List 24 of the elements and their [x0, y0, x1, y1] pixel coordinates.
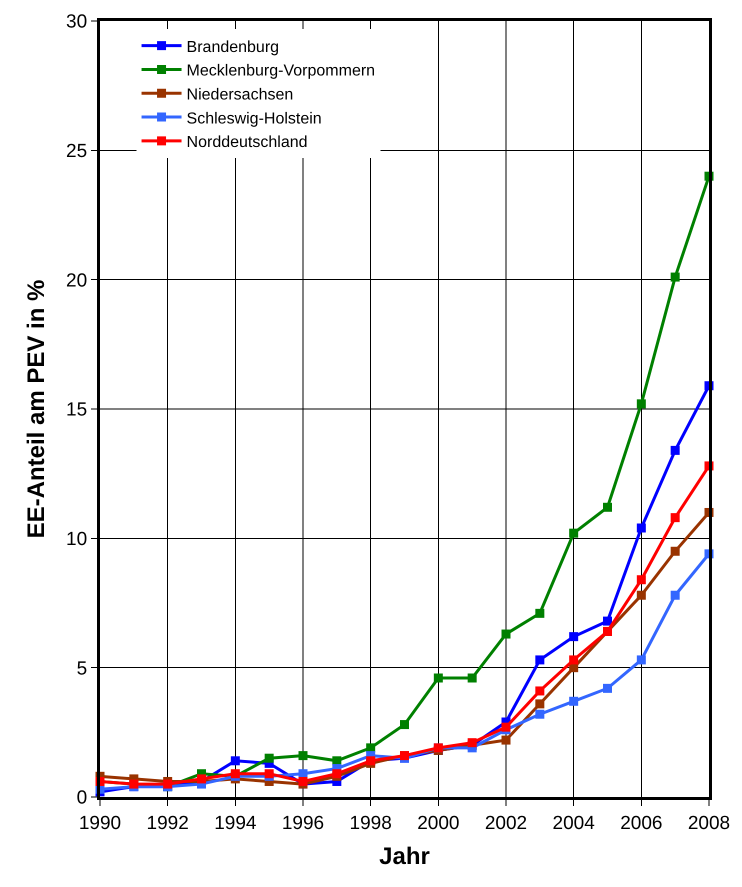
y-tick-label: 20	[66, 270, 88, 292]
x-tick-label: 1998	[350, 812, 392, 834]
y-tick-label: 5	[76, 658, 88, 680]
legend-label: Schleswig-Holstein	[186, 110, 322, 128]
x-tick-label: 2008	[688, 812, 730, 834]
legend-label: Mecklenburg-Vorpommern	[186, 62, 376, 80]
legend-label: Brandenburg	[186, 38, 280, 56]
x-tick-label: 1994	[214, 812, 257, 834]
y-axis-title: EE-Anteil am PEV in %	[23, 280, 50, 538]
x-tick-label: 1996	[282, 812, 324, 834]
x-tick-label: 2004	[552, 812, 596, 834]
x-tick-label: 2006	[620, 812, 662, 834]
x-tick-label: 2000	[417, 812, 460, 834]
legend-label: Norddeutschland	[186, 134, 308, 152]
y-tick-label: 0	[76, 788, 88, 809]
legend-label: Niedersachsen	[186, 86, 294, 104]
y-tick-label: 10	[66, 528, 88, 550]
y-tick-label: 30	[66, 12, 88, 33]
x-tick-label: 1992	[146, 812, 189, 834]
y-tick-label: 15	[66, 400, 88, 421]
x-tick-label: 2002	[484, 812, 528, 834]
y-tick-label: 25	[66, 140, 88, 162]
x-tick-label: 1990	[78, 812, 122, 834]
x-axis-title: Jahr	[379, 843, 430, 870]
